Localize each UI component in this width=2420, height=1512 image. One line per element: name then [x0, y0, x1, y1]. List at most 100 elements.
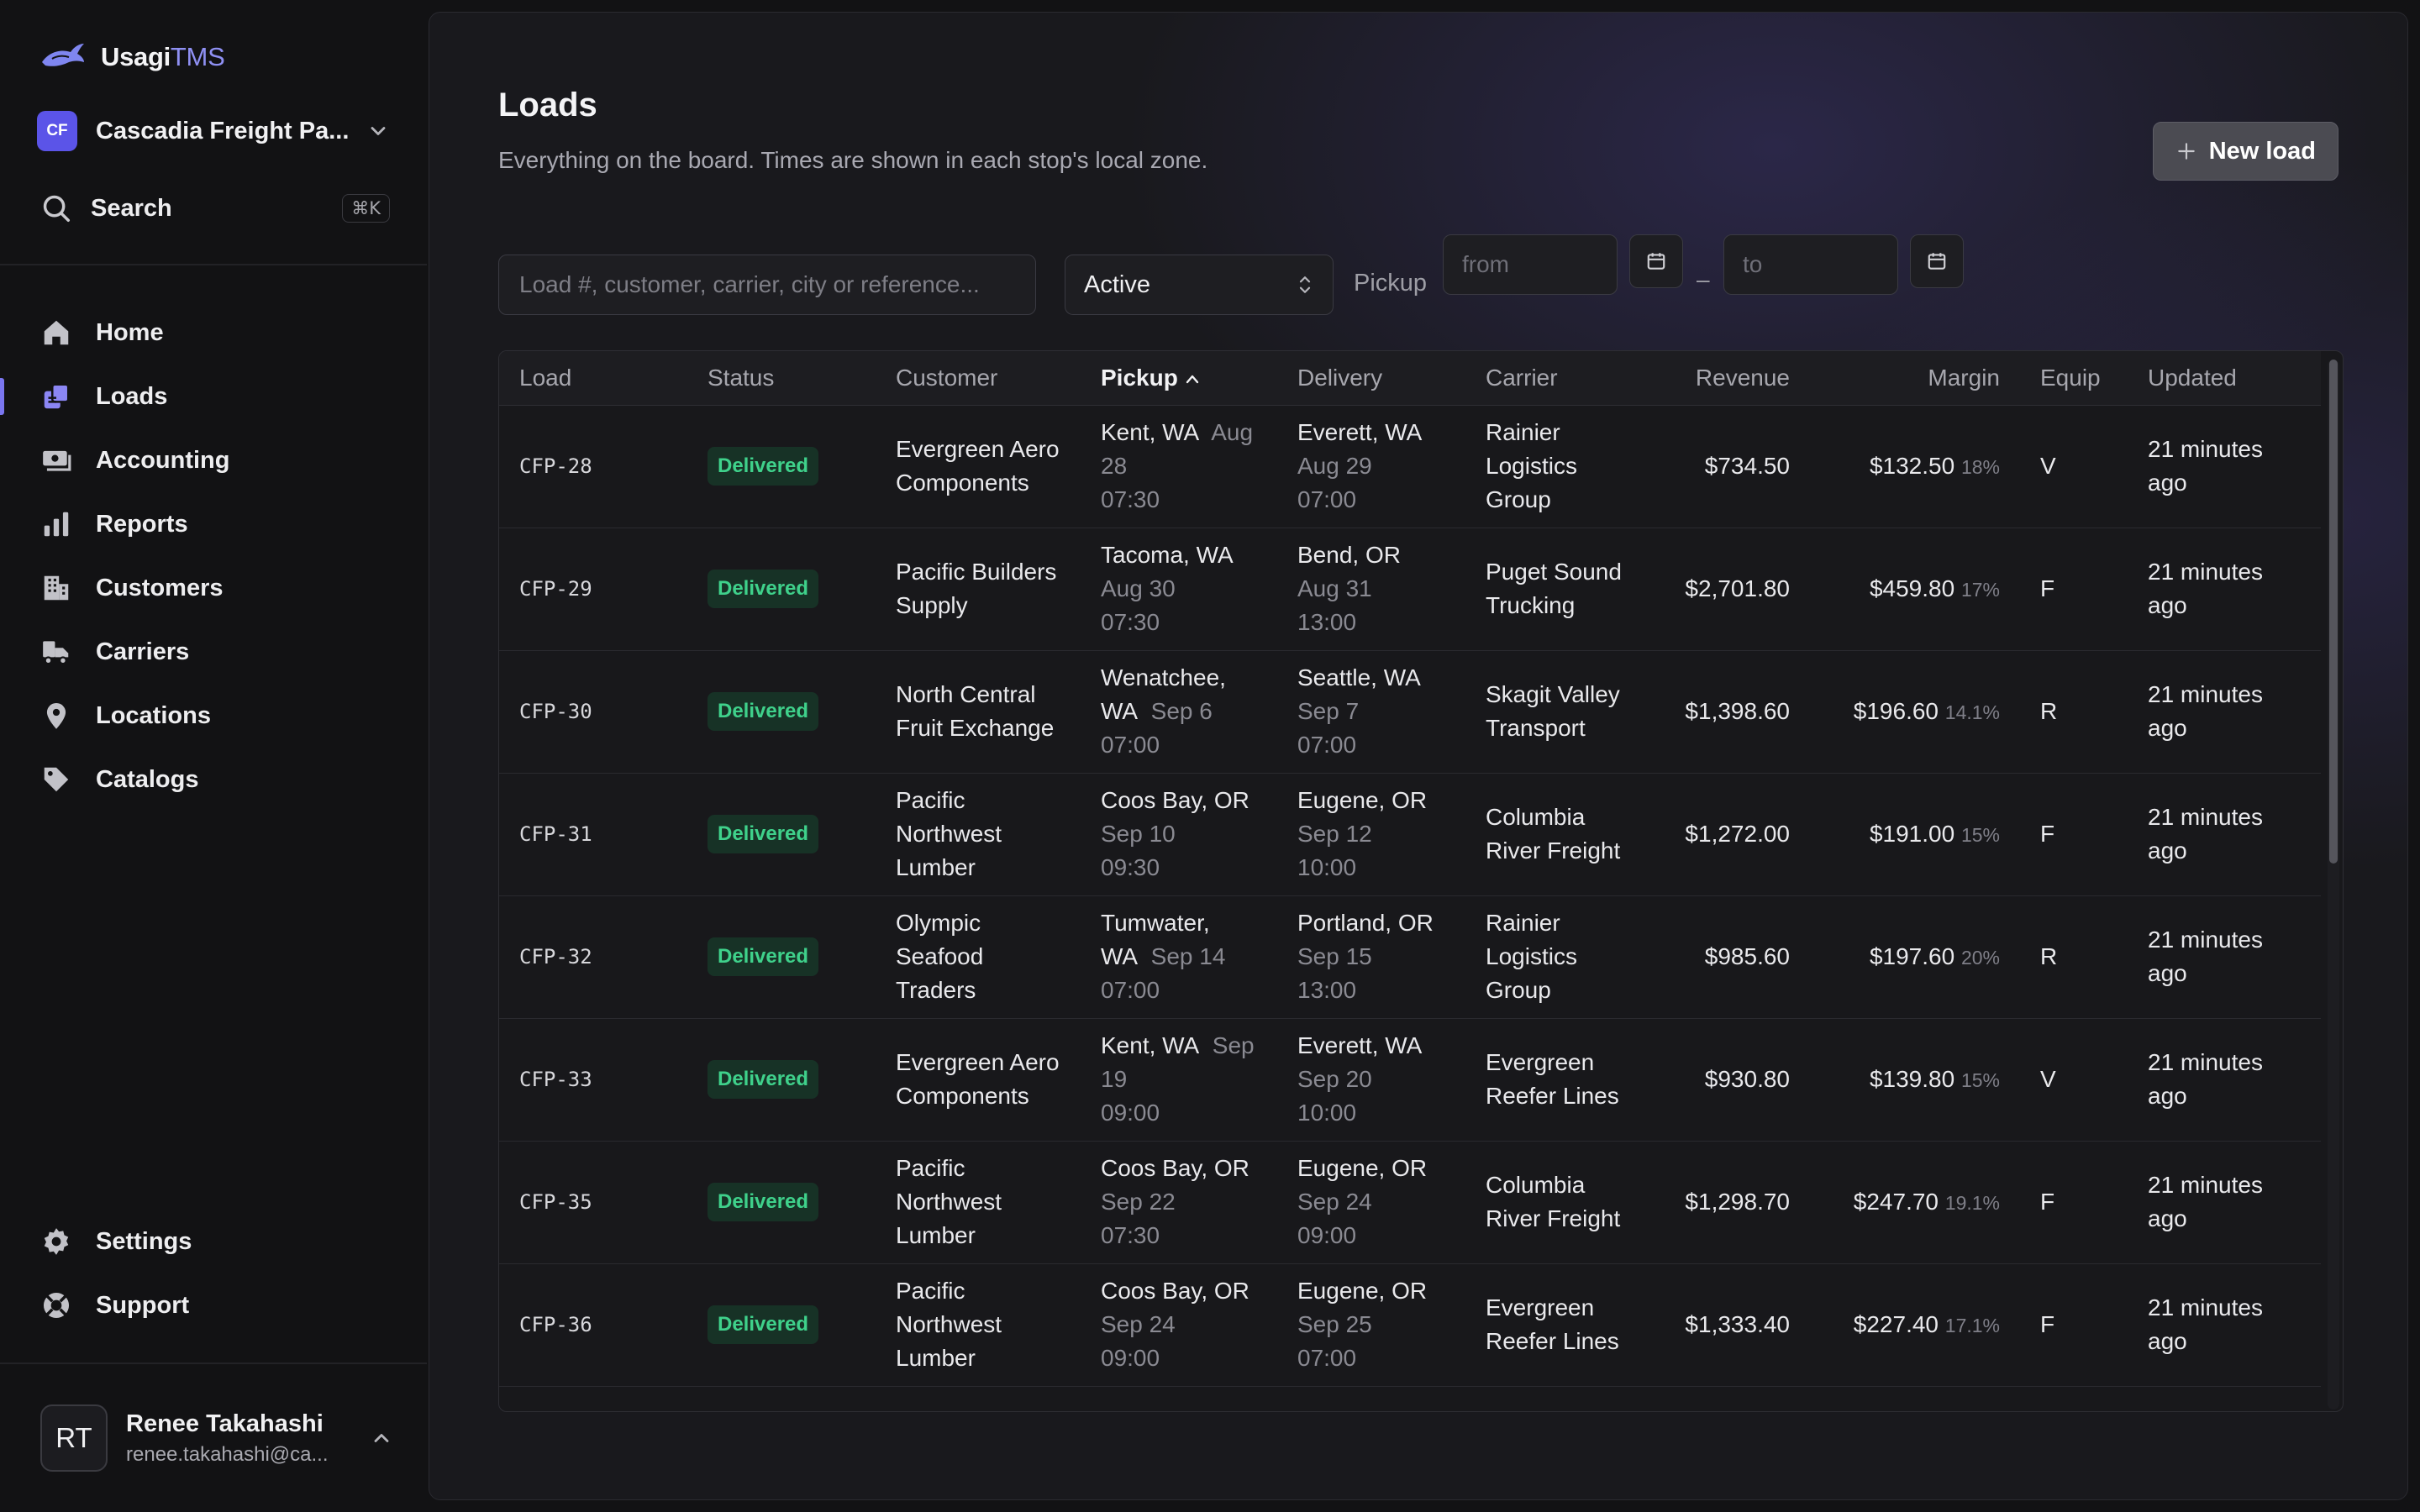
column-header-carrier[interactable]: Carrier [1465, 351, 1654, 406]
chevron-up-icon [374, 1434, 389, 1442]
column-header-load[interactable]: Load [499, 351, 687, 406]
org-switcher[interactable]: CF Cascadia Freight Pa... [37, 111, 390, 151]
column-header-margin[interactable]: Margin [1810, 351, 2020, 406]
load-id[interactable]: CFP-30 [519, 700, 592, 723]
calendar-icon [1928, 253, 1946, 270]
pickup-city: Coos Bay, OR [1101, 1278, 1249, 1304]
margin-percent: 15% [1960, 823, 2000, 846]
sidebar-item-home[interactable]: Home [0, 301, 427, 365]
column-header-delivery[interactable]: Delivery [1277, 351, 1465, 406]
new-load-button[interactable]: New load [2152, 122, 2338, 181]
pickup-to-calendar-button[interactable] [1910, 234, 1964, 288]
carrier-cell: Columbia River Freight [1486, 804, 1621, 864]
carrier-cell: Evergreen Reefer Lines [1486, 1049, 1619, 1109]
column-header-equip[interactable]: Equip [2020, 351, 2128, 406]
delivery-city: Eugene, OR [1297, 1278, 1428, 1304]
delivery-cell: Portland, OR Sep 15 13:00 [1277, 895, 1465, 1018]
delivery-city: Everett, WA [1297, 1032, 1423, 1058]
revenue-cell: $1,272.00 [1685, 821, 1790, 847]
updated-cell: 21 minutes ago [2148, 927, 2263, 986]
user-menu[interactable]: RT Renee Takahashi renee.takahashi@ca... [40, 1403, 393, 1473]
table-scrollbar[interactable] [2328, 360, 2339, 1410]
margin-amount: $227.40 [1853, 1310, 1939, 1337]
delivery-cell: Eugene, OR Sep 24 09:00 [1277, 1141, 1465, 1263]
pickup-to-input[interactable] [1723, 234, 1898, 295]
sidebar-item-customers[interactable]: Customers [0, 556, 427, 620]
delivery-cell: Eugene, OR Sep 25 07:00 [1277, 1263, 1465, 1386]
new-load-label: New load [2208, 137, 2316, 165]
table-row[interactable]: CFP-31 Delivered Pacific Northwest Lumber C… [499, 773, 2321, 895]
load-id[interactable]: CFP-29 [519, 577, 592, 601]
pickup-city: Coos Bay, OR [1101, 1155, 1249, 1181]
column-header-status[interactable]: Status [687, 351, 876, 406]
delivery-date: Aug 29 [1297, 453, 1372, 479]
delivery-city: Eugene, OR [1297, 1155, 1428, 1181]
load-id[interactable]: CFP-32 [519, 945, 592, 969]
table-row[interactable]: CFP-29 Delivered Pacific Builders Supply Ta… [499, 528, 2321, 650]
pickup-time: 07:30 [1101, 1222, 1160, 1248]
status-select[interactable]: Active [1065, 255, 1334, 315]
delivery-city: Seattle, WA [1297, 664, 1421, 690]
load-id[interactable]: CFP-28 [519, 454, 592, 478]
revenue-cell: $734.50 [1704, 453, 1790, 479]
load-id[interactable]: CFP-33 [519, 1068, 592, 1091]
customer-cell: Pacific Northwest Lumber [896, 1155, 1002, 1248]
load-id[interactable]: CFP-31 [519, 822, 592, 846]
margin-cell: $197.60 20% [1810, 895, 2020, 1018]
pickup-filter-label: Pickup [1354, 270, 1428, 297]
main-panel: Loads Everything on the board. Times are… [429, 12, 2408, 1500]
pickup-date: Aug 30 [1101, 575, 1176, 601]
pickup-cell: Coos Bay, OR Sep 22 07:30 [1081, 1141, 1277, 1263]
select-arrows-icon [1299, 276, 1311, 293]
scrollbar-thumb[interactable] [2329, 360, 2338, 864]
search-button[interactable]: Search ⌘K [40, 188, 390, 228]
margin-amount: $247.70 [1853, 1188, 1939, 1215]
delivery-date: Sep 24 [1297, 1189, 1372, 1215]
status-badge: Delivered [708, 570, 819, 608]
sidebar-item-reports[interactable]: Reports [0, 492, 427, 556]
rabbit-logo-icon [42, 44, 84, 66]
sidebar-item-settings[interactable]: Settings [0, 1210, 427, 1273]
sidebar-item-accounting[interactable]: Accounting [0, 428, 427, 492]
sidebar-item-label: Support [96, 1291, 190, 1319]
status-cell: Delivered [687, 650, 876, 773]
pickup-from-input[interactable] [1443, 234, 1618, 295]
table-row[interactable]: CFP-28 Delivered Evergreen Aero Components… [499, 405, 2321, 528]
column-header-pickup[interactable]: Pickup [1081, 351, 1277, 406]
delivery-date: Sep 12 [1297, 821, 1372, 847]
customer-cell: Olympic Seafood Traders [896, 910, 984, 1003]
table-row[interactable]: CFP-33 Delivered Evergreen Aero Components… [499, 1018, 2321, 1141]
revenue-cell: $985.60 [1704, 943, 1790, 969]
table-row[interactable]: CFP-35 Delivered Pacific Northwest Lumber C… [499, 1141, 2321, 1263]
sidebar-item-catalogs[interactable]: Catalogs [0, 748, 427, 811]
sidebar-item-loads[interactable]: Loads [0, 365, 427, 428]
pickup-cell: Kent, WA Sep 19 09:00 [1081, 1018, 1277, 1141]
home-icon [44, 320, 69, 345]
updated-cell: 21 minutes ago [2148, 681, 2263, 741]
sidebar-item-carriers[interactable]: Carriers [0, 620, 427, 684]
pickup-cell: Coos Bay, OR Sep 10 09:30 [1081, 773, 1277, 895]
column-header-revenue[interactable]: Revenue [1654, 351, 1810, 406]
margin-cell: $247.70 19.1% [1810, 1141, 2020, 1263]
delivery-cell: Eugene, OR Sep 12 10:00 [1277, 773, 1465, 895]
app-logo[interactable]: UsagiTMS [40, 37, 225, 77]
pickup-time: 09:00 [1101, 1100, 1160, 1126]
delivery-date: Sep 20 [1297, 1066, 1372, 1092]
table-row[interactable]: CFP-36 Delivered Pacific Northwest Lumber C… [499, 1263, 2321, 1386]
table-row[interactable]: CFP-32 Delivered Olympic Seafood Traders Tu… [499, 895, 2321, 1018]
carrier-cell: Skagit Valley Transport [1486, 681, 1620, 741]
sidebar-divider [0, 264, 427, 265]
pickup-city: Kent, WA [1101, 1032, 1200, 1058]
column-header-customer[interactable]: Customer [876, 351, 1081, 406]
margin-percent: 18% [1960, 455, 2000, 478]
pickup-date: Sep 19 [1101, 1032, 1255, 1092]
sidebar-item-locations[interactable]: Locations [0, 684, 427, 748]
sidebar-item-support[interactable]: Support [0, 1273, 427, 1337]
sidebar-item-label: Customers [96, 574, 224, 601]
column-header-updated[interactable]: Updated [2128, 351, 2321, 406]
pickup-from-calendar-button[interactable] [1629, 234, 1683, 288]
load-id[interactable]: CFP-35 [519, 1190, 592, 1214]
table-row[interactable]: CFP-30 Delivered North Central Fruit Excha… [499, 650, 2321, 773]
load-search-input[interactable] [498, 255, 1036, 315]
load-id[interactable]: CFP-36 [519, 1313, 592, 1336]
